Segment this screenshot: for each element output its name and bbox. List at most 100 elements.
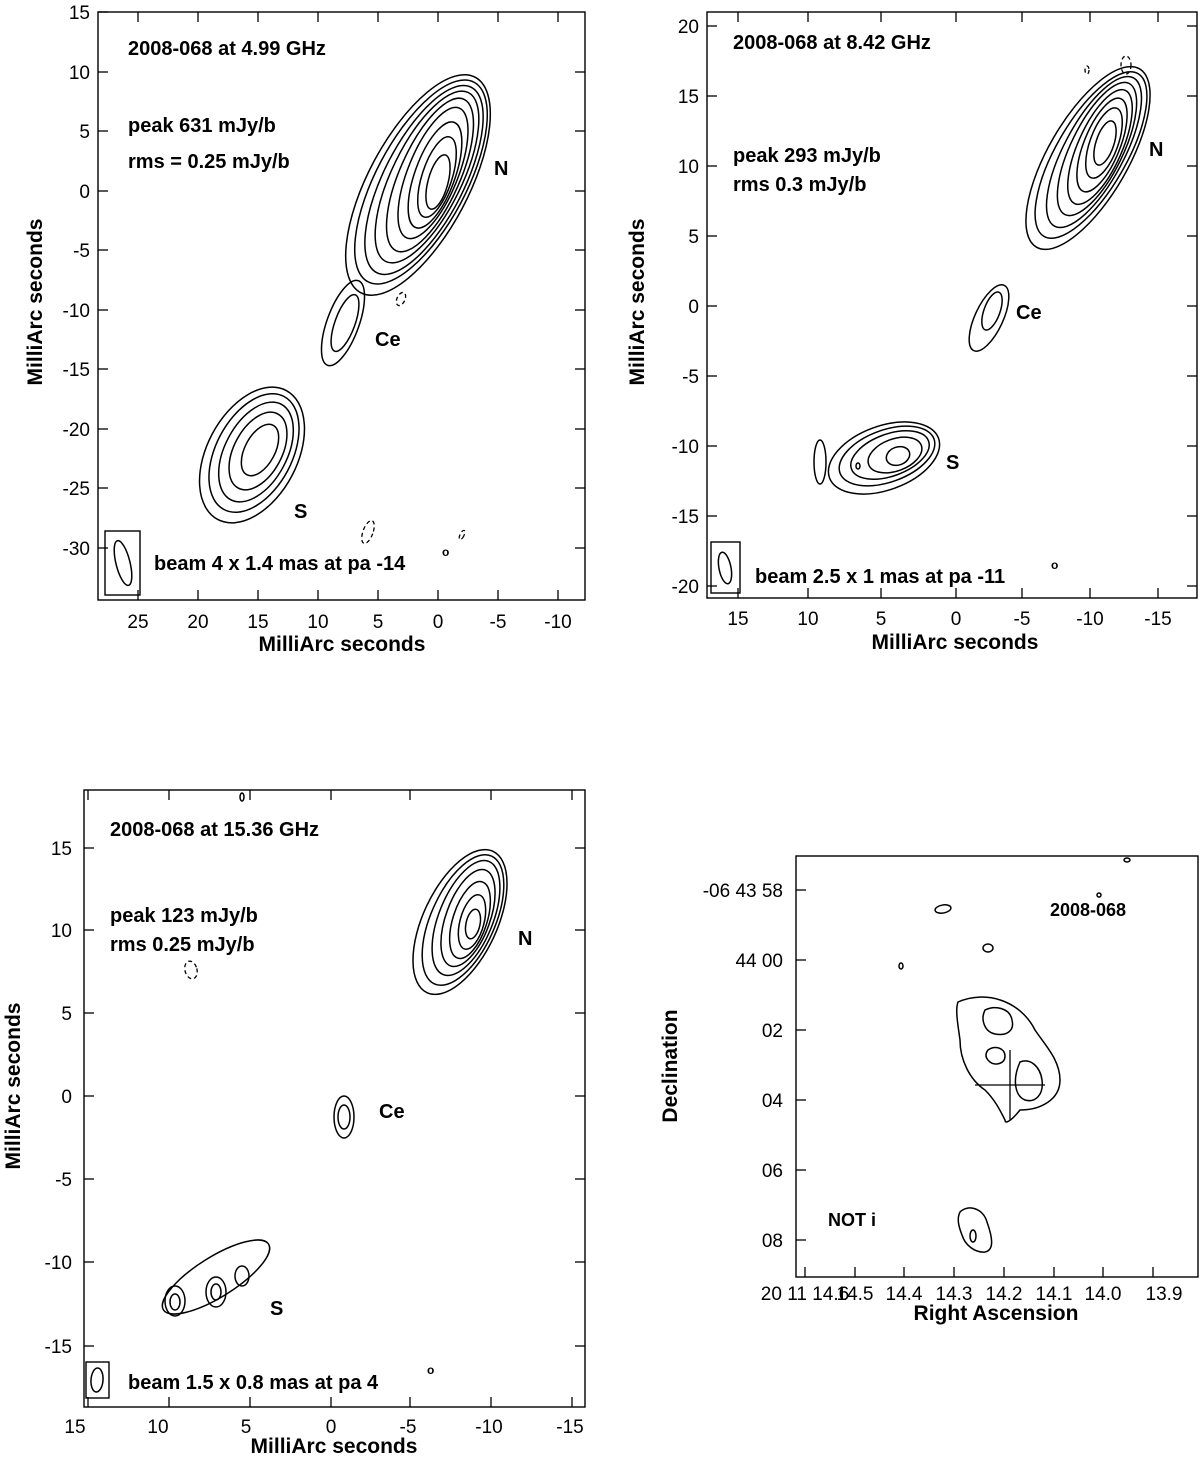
contour-central: [333, 1095, 355, 1139]
xtick-label: 5: [876, 609, 887, 630]
xtick-label: 10: [147, 1417, 168, 1438]
contour-north: [412, 848, 508, 996]
beam-indicator: [104, 530, 141, 596]
xtick-label: 14.2: [986, 1284, 1023, 1305]
panel-15ghz-frame: [83, 789, 586, 1408]
ytick-label: -06 43 58: [703, 881, 783, 902]
x-axis-label: MilliArc seconds: [259, 633, 426, 656]
y-axis-label: MilliArc seconds: [626, 219, 649, 386]
ytick-label: -5: [73, 241, 90, 262]
ytick-label: 02: [762, 1021, 783, 1042]
ytick-label: 0: [61, 1087, 72, 1108]
ytick-label: 04: [762, 1091, 784, 1112]
label-ce: Ce: [379, 1101, 405, 1123]
beam-text: beam 1.5 x 0.8 mas at pa 4: [128, 1372, 379, 1394]
not-label: NOT i: [828, 1210, 876, 1230]
xtick-label: 0: [433, 612, 444, 633]
panel-title: 2008-068 at 4.99 GHz: [128, 38, 326, 60]
xtick-label: 25: [127, 612, 148, 633]
rms-text: rms 0.3 mJy/b: [733, 174, 866, 196]
xtick-label: 0: [326, 1417, 337, 1438]
xtick-label: 5: [373, 612, 384, 633]
ytick-label: 44 00: [735, 951, 783, 972]
xtick-label: 15: [64, 1417, 85, 1438]
peak-text: peak 293 mJy/b: [733, 145, 881, 167]
beam-indicator: [85, 1361, 110, 1399]
contour-south: [198, 386, 306, 524]
panel-8ghz-yticks: 20 15 10 5 0 -5 -10 -15 -20: [672, 17, 1197, 598]
ytick-label: 15: [678, 87, 699, 108]
panel-8ghz: 15 10 5 0 -5 -10 -15 20 15 10 5 0 -5 -10: [626, 11, 1198, 654]
peak-text: peak 123 mJy/b: [110, 905, 258, 927]
ytick-label: -10: [45, 1253, 72, 1274]
degree-symbol: o: [442, 545, 449, 559]
contour-north: [344, 74, 492, 296]
label-ce: Ce: [1016, 302, 1042, 324]
ytick-label: -25: [63, 479, 90, 500]
contour-central: [320, 279, 366, 367]
label-n: N: [1149, 139, 1163, 161]
beam-indicator: [710, 541, 741, 594]
panel-4ghz-xticks: 25 20 15 10 5 0 -5 -10: [127, 12, 572, 633]
xtick-label: 14.3: [936, 1284, 973, 1305]
xtick-label: -10: [544, 612, 571, 633]
ytick-label: -20: [672, 577, 699, 598]
panel-4ghz: 25 20 15 10 5 0 -5 -10 15 10 5 0 -5 -: [24, 3, 586, 656]
xtick-label: 13.9: [1146, 1284, 1183, 1305]
ytick-label: 0: [688, 297, 699, 318]
xtick-label: -5: [490, 612, 507, 633]
optical-contours: [898, 857, 1131, 1253]
xtick-label: 5: [241, 1417, 252, 1438]
xtick-label: 14.4: [886, 1284, 923, 1305]
ytick-label: 06: [762, 1161, 783, 1182]
ytick-label: 5: [61, 1004, 72, 1025]
label-s: S: [946, 452, 959, 474]
position-cross: [975, 1050, 1045, 1120]
contour-central: [968, 284, 1010, 352]
panel-title: 2008-068: [1050, 900, 1126, 920]
label-n: N: [518, 928, 532, 950]
ytick-label: 15: [51, 839, 72, 860]
ytick-label: -20: [63, 420, 90, 441]
y-axis-label: Declination: [659, 1009, 682, 1122]
x-axis-label: MilliArc seconds: [872, 631, 1039, 654]
ytick-label: -15: [672, 507, 699, 528]
ytick-label: 0: [79, 182, 90, 203]
xtick-label: 14.5: [837, 1284, 874, 1305]
ytick-label: 5: [79, 122, 90, 143]
panel-4ghz-yticks: 15 10 5 0 -5 -10 -15 -20 -25 -30: [63, 3, 585, 560]
label-ce: Ce: [375, 329, 401, 351]
ytick-label: -10: [672, 437, 699, 458]
ytick-label: 10: [51, 921, 72, 942]
panel-optical-frame: [795, 855, 1199, 1278]
ytick-label: -10: [63, 301, 90, 322]
label-s: S: [270, 1298, 283, 1320]
y-axis-label: MilliArc seconds: [2, 1003, 25, 1170]
beam-text: beam 4 x 1.4 mas at pa -14: [154, 553, 406, 575]
y-axis-label: MilliArc seconds: [24, 219, 47, 386]
contour-south: [813, 421, 941, 495]
x-axis-label: MilliArc seconds: [251, 1435, 418, 1458]
xtick-label: 20 11 14.6: [761, 1284, 849, 1305]
panel-optical-xticks: 20 11 14.6 14.5 14.4 14.3 14.2 14.1 14.0…: [761, 1267, 1183, 1305]
xtick-label: -15: [1144, 609, 1171, 630]
panel-title: 2008-068 at 15.36 GHz: [110, 819, 319, 841]
ytick-label: -5: [682, 367, 699, 388]
ytick-label: -15: [45, 1337, 72, 1358]
label-n: N: [494, 158, 508, 180]
panel-optical: 20 11 14.6 14.5 14.4 14.3 14.2 14.1 14.0…: [659, 855, 1199, 1325]
xtick-label: 15: [247, 612, 268, 633]
contour-noise: [1084, 55, 1132, 75]
panel-8ghz-xticks: 15 10 5 0 -5 -10 -15: [727, 12, 1172, 630]
panel-15ghz-xticks: 15 10 5 0 -5 -10 -15: [64, 790, 584, 1438]
ytick-label: 15: [69, 3, 90, 24]
degree-symbol: o: [427, 1363, 434, 1377]
x-axis-label: Right Ascension: [914, 1302, 1079, 1325]
ytick-label: -5: [55, 1170, 72, 1191]
xtick-label: 10: [797, 609, 818, 630]
beam-text: beam 2.5 x 1 mas at pa -11: [755, 566, 1005, 588]
panel-title: 2008-068 at 8.42 GHz: [733, 32, 931, 54]
panel-8ghz-frame: [706, 11, 1198, 599]
xtick-label: 15: [727, 609, 748, 630]
